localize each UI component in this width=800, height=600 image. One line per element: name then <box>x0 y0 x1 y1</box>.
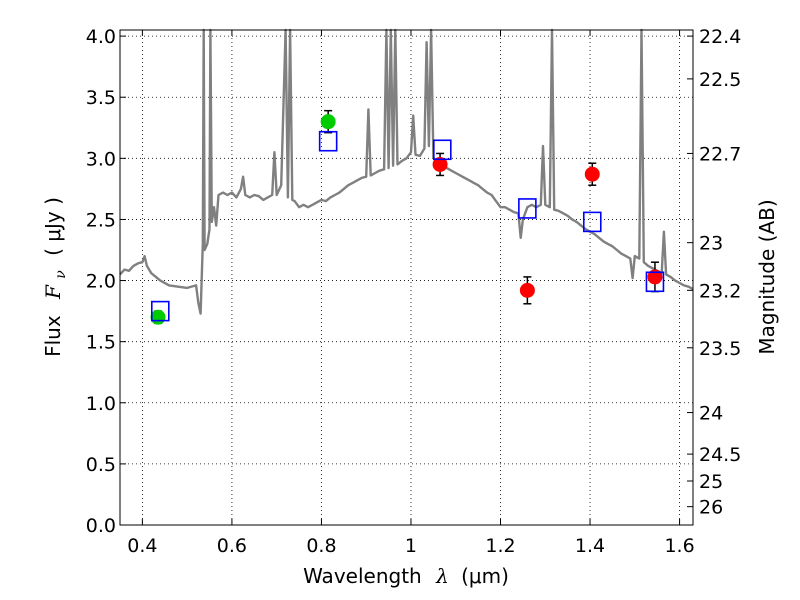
y-axis-title-symbol: F <box>41 284 65 300</box>
red-point <box>432 156 448 172</box>
model-box <box>518 198 537 219</box>
x-tick-label: 1 <box>405 535 417 557</box>
y-tick-label: 1.5 <box>86 332 116 354</box>
x-tick-label: 1.4 <box>575 535 605 557</box>
red-point <box>584 166 600 182</box>
model-box <box>433 139 452 161</box>
model-box <box>582 211 602 233</box>
y-tick-label: 4.0 <box>86 26 116 48</box>
y2-tick-label: 24.5 <box>699 444 741 466</box>
model-box <box>150 300 170 322</box>
y2-tick-label: 26 <box>699 497 723 519</box>
x-tick-label: 0.4 <box>127 535 157 557</box>
y-axis-title-subscript: ν <box>53 270 69 279</box>
x-tick-label: 0.8 <box>306 535 336 557</box>
y-tick-label: 0.5 <box>86 454 116 476</box>
x-axis-title-prefix: Wavelength <box>303 564 422 588</box>
x-tick-label: 1.6 <box>664 535 694 557</box>
model-box <box>318 130 338 152</box>
x-tick-label: 1.2 <box>485 535 515 557</box>
y2-tick-label: 23.2 <box>699 280 741 302</box>
y-tick-label: 0.0 <box>86 515 116 537</box>
plot-frame <box>119 29 694 526</box>
y-tick-label: 3.5 <box>86 87 116 109</box>
grid <box>120 30 693 526</box>
y-tick-label: 2.5 <box>86 209 116 231</box>
green-point <box>320 114 336 130</box>
red-point <box>519 282 535 298</box>
y2-tick-label: 22.4 <box>699 26 741 48</box>
y2-tick-label: 22.7 <box>699 143 741 165</box>
green-point <box>150 309 166 325</box>
y2-tick-label: 25 <box>699 471 723 493</box>
points-layer <box>150 109 665 325</box>
ticks: 0.4 0.6 0.8 1 1.2 1.4 1.6 0.0 0.5 1.0 1.5 2.0 2.5 3.0… <box>86 26 742 557</box>
y-axis-title-prefix: Flux <box>41 315 65 357</box>
y-axis-title-unit: ( μJy ) <box>41 197 65 256</box>
x-axis-title-unit: (μm) <box>461 564 509 588</box>
model-spectrum-line <box>119 28 694 315</box>
spectrum-layer <box>119 28 694 315</box>
y2-tick-label: 24 <box>699 403 723 425</box>
x-axis-title-symbol: λ <box>435 564 449 588</box>
x-tick-label: 0.6 <box>217 535 247 557</box>
y-tick-label: 3.0 <box>86 148 116 170</box>
y-tick-label: 2.0 <box>86 271 116 293</box>
y2-tick-label: 23 <box>699 233 723 255</box>
y-axis-title: Flux F ν ( μJy ) <box>41 197 70 357</box>
y-tick-label: 1.0 <box>86 393 116 415</box>
y2-axis-title: Magnitude (AB) <box>755 199 779 354</box>
y2-tick-label: 23.5 <box>699 338 741 360</box>
plot-area <box>120 30 693 525</box>
red-point <box>647 269 663 285</box>
x-axis-title: Wavelength λ (μm) <box>303 564 509 588</box>
model-box <box>645 271 665 293</box>
y2-tick-label: 22.5 <box>699 69 741 91</box>
